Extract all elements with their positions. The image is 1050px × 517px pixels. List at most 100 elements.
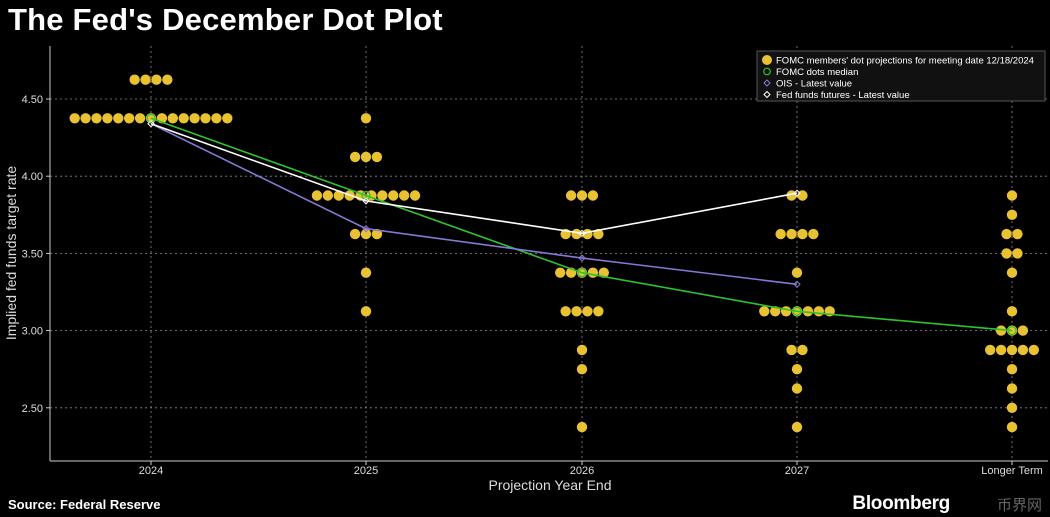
futures-marker — [793, 189, 801, 197]
ytick-label: 3.50 — [22, 248, 43, 260]
dot-point — [371, 151, 383, 163]
dot-point — [377, 190, 388, 201]
xtick-label: 2024 — [139, 465, 163, 477]
dot-point — [571, 306, 582, 317]
ois-marker — [793, 280, 801, 288]
dot-point — [576, 421, 588, 433]
dot-point — [1006, 209, 1018, 220]
dot-point — [80, 113, 91, 124]
legend-label: OIS - Latest value — [776, 79, 852, 90]
dot-point — [565, 190, 577, 201]
ytick-label: 4.00 — [22, 171, 43, 183]
dot-point — [1012, 248, 1023, 259]
dot-point — [775, 228, 786, 240]
median-marker — [146, 113, 156, 123]
dot-point — [797, 344, 808, 356]
legend-label: Fed funds futures - Latest value — [776, 90, 910, 101]
dot-point — [770, 306, 781, 317]
median-marker — [1007, 325, 1017, 336]
futures-marker — [362, 197, 370, 205]
dot-point — [813, 306, 824, 317]
legend-futures-icon — [763, 90, 771, 99]
dot-point — [162, 74, 173, 85]
legend-ois-icon — [763, 79, 771, 87]
dot-point — [797, 228, 808, 240]
dot-point — [151, 74, 162, 85]
dot-point — [1001, 248, 1012, 259]
dot-point — [69, 113, 80, 124]
dot-point — [808, 228, 819, 240]
dot-point — [995, 344, 1007, 356]
y-axis-label: Implied fed funds target rate — [3, 166, 19, 341]
dot-point — [1006, 421, 1018, 433]
dot-point — [1006, 190, 1018, 201]
dot-point — [555, 267, 566, 278]
dot-point — [1006, 344, 1018, 356]
dot-point — [311, 190, 323, 201]
dot-point — [124, 113, 135, 124]
dot-point — [360, 113, 372, 124]
dot-point — [360, 267, 372, 278]
dot-point — [995, 325, 1007, 336]
dot-point — [1006, 383, 1018, 394]
futures-series-line — [150, 122, 798, 235]
x-axis-label: Projection Year End — [489, 477, 612, 493]
dot-point — [222, 113, 233, 124]
ois-marker — [578, 254, 586, 262]
median-marker — [361, 190, 371, 201]
futures-marker — [147, 119, 155, 128]
dot-point — [791, 383, 803, 394]
ois-marker — [362, 224, 370, 233]
dot-point — [786, 228, 797, 240]
legend-box — [756, 50, 1046, 102]
legend-label: FOMC dots median — [776, 67, 858, 78]
dot-point — [200, 113, 211, 124]
dot-point — [1028, 344, 1040, 356]
ytick-label: 4.50 — [22, 94, 43, 106]
dot-point — [371, 228, 383, 240]
median-series-line — [150, 117, 1013, 332]
dot-point — [349, 151, 361, 163]
xtick-label: 2027 — [785, 465, 809, 477]
dot-point — [802, 306, 814, 317]
ytick-label: 3.00 — [22, 326, 43, 338]
dot-point — [134, 113, 146, 124]
dot-point — [349, 228, 361, 240]
xtick-label: Longer Term — [981, 465, 1043, 477]
dot-point — [593, 306, 604, 317]
chart-title: The Fed's December Dot Plot — [8, 2, 443, 37]
dot-point — [576, 364, 588, 375]
xtick-label: 2026 — [570, 465, 594, 477]
dot-point — [598, 267, 609, 278]
dot-point — [582, 306, 593, 317]
dot-point — [360, 306, 372, 317]
watermark: 币界网 — [996, 497, 1042, 514]
dot-point — [1006, 364, 1018, 375]
dot-point — [91, 113, 102, 124]
dot-point — [1006, 306, 1018, 317]
dot-point — [140, 74, 151, 85]
dot-point — [587, 267, 599, 278]
dot-projections — [69, 74, 1040, 433]
dot-point — [791, 267, 803, 278]
dot-point — [398, 190, 410, 201]
dot-point — [388, 190, 399, 201]
xtick-label: 2025 — [354, 465, 378, 477]
dot-point — [576, 190, 588, 201]
dot-point — [576, 344, 588, 356]
dot-point — [759, 306, 770, 317]
dot-point — [780, 306, 792, 317]
series-lines — [146, 113, 1017, 336]
dot-point — [791, 421, 803, 433]
bloomberg-logo: Bloomberg — [852, 493, 950, 514]
legend-label: FOMC members' dot projections for meetin… — [776, 56, 1034, 67]
source-note: Source: Federal Reserve — [8, 497, 161, 512]
legend-dot-icon — [762, 55, 772, 65]
ois-series-line — [150, 122, 798, 286]
futures-marker — [578, 229, 586, 238]
dot-point — [102, 113, 113, 124]
dot-point — [360, 151, 372, 163]
axes: 2.50 3.00 3.50 4.00 4.50 2024 2025 2026 2027 Long… — [3, 46, 1048, 493]
dot-point — [178, 113, 189, 124]
